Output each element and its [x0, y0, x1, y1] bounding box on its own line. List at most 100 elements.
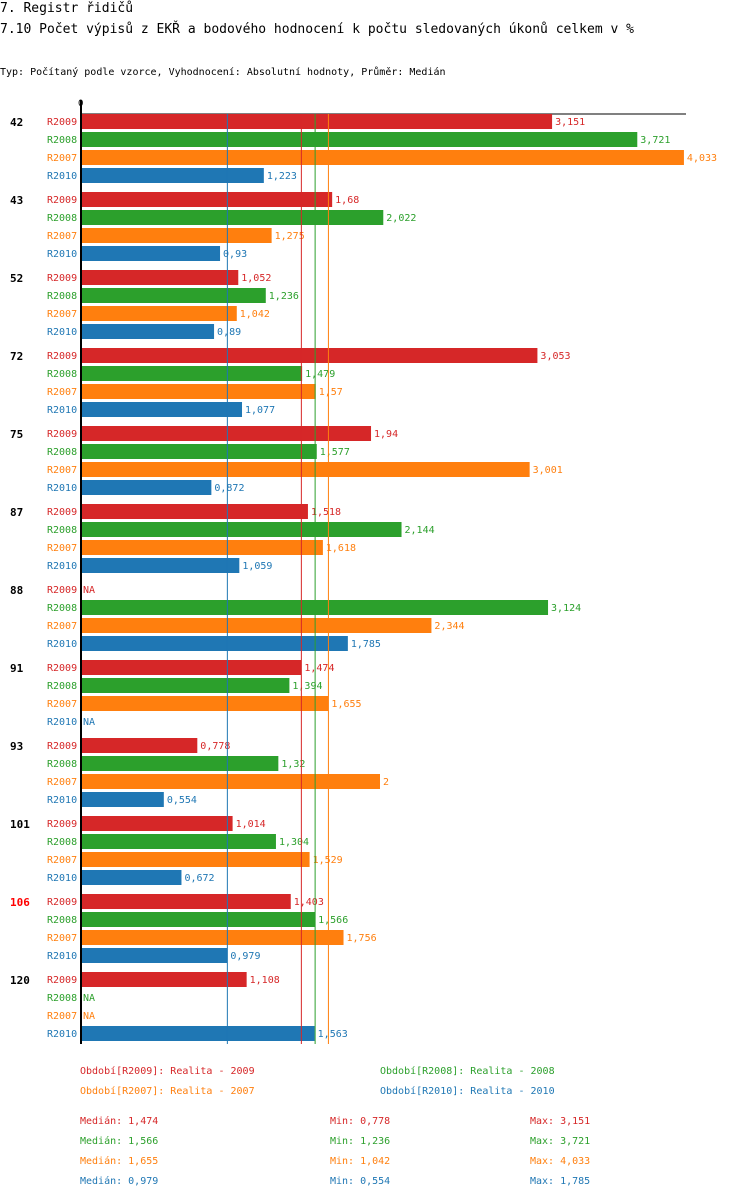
bar: [81, 150, 684, 165]
series-row-label: R2010: [47, 1029, 77, 1040]
bar: [81, 894, 291, 909]
series-row-label: R2009: [47, 663, 77, 674]
bar: [81, 912, 316, 927]
bar: [81, 852, 310, 867]
series-row-label: R2010: [47, 249, 77, 260]
data-label: 0,778: [200, 741, 230, 752]
data-label: 1,785: [351, 639, 381, 650]
data-label: NA: [83, 585, 95, 596]
series-row-label: R2009: [47, 429, 77, 440]
data-label: 3,151: [555, 117, 585, 128]
category-label: 91: [10, 662, 24, 675]
data-label: 1,479: [305, 369, 335, 380]
bar: [81, 384, 316, 399]
data-label: 3,721: [640, 135, 670, 146]
bar: [81, 426, 372, 441]
series-row-label: R2009: [47, 741, 77, 752]
bar: [81, 132, 638, 147]
data-label: 1,059: [242, 561, 272, 572]
data-label: 3,001: [533, 465, 563, 476]
series-row-label: R2010: [47, 483, 77, 494]
bar: [81, 738, 198, 753]
category-label: 43: [10, 194, 23, 207]
bar: [81, 192, 333, 207]
series-row-label: R2009: [47, 117, 77, 128]
data-label: 1,756: [347, 933, 377, 944]
series-row-label: R2008: [47, 291, 77, 302]
series-row-label: R2007: [47, 543, 77, 554]
series-row-label: R2010: [47, 951, 77, 962]
bar: [81, 540, 323, 555]
series-row-label: R2010: [47, 171, 77, 182]
series-row-label: R2008: [47, 759, 77, 770]
series-row-label: R2010: [47, 717, 77, 728]
data-label: 1,304: [279, 837, 309, 848]
bar: [81, 972, 247, 987]
data-label: 2,344: [434, 621, 464, 632]
stat-min-r2010: Min: 0,554: [330, 1176, 391, 1187]
data-label: 1,394: [292, 681, 322, 692]
bar: [81, 306, 237, 321]
stat-min-r2008: Min: 1,236: [330, 1136, 391, 1147]
bar: [81, 444, 317, 459]
category-label: 42: [10, 116, 23, 129]
data-label: 1,563: [318, 1029, 348, 1040]
series-row-label: R2009: [47, 585, 77, 596]
bar: [81, 504, 308, 519]
data-label: 1,518: [311, 507, 341, 518]
bar: [81, 288, 266, 303]
stat-min-r2009: Min: 0,778: [330, 1116, 391, 1127]
category-label: 101: [10, 818, 30, 831]
data-label: 1,618: [326, 543, 356, 554]
bar: [81, 678, 290, 693]
bar: [81, 324, 215, 339]
data-label: 2,022: [386, 213, 416, 224]
category-label: 75: [10, 428, 23, 441]
category-label: 120: [10, 974, 30, 987]
bar: [81, 660, 302, 675]
legend-r2009: Období[R2009]: Realita - 2009: [80, 1066, 255, 1077]
data-label: 1,042: [240, 309, 270, 320]
data-label: 3,053: [540, 351, 570, 362]
series-row-label: R2008: [47, 915, 77, 926]
data-label: 4,033: [687, 153, 717, 164]
data-label: 1,077: [245, 405, 275, 416]
category-label: 93: [10, 740, 23, 753]
data-label: 1,223: [267, 171, 297, 182]
data-label: NA: [83, 717, 95, 728]
bar: [81, 816, 233, 831]
bar: [81, 228, 272, 243]
stat-max-r2010: Max: 1,785: [530, 1176, 591, 1187]
data-label: 2,144: [405, 525, 435, 536]
data-label: 1,94: [374, 429, 398, 440]
bar: [81, 774, 380, 789]
series-row-label: R2010: [47, 639, 77, 650]
series-row-label: R2007: [47, 777, 77, 788]
data-label: 0,672: [184, 873, 214, 884]
stat-max-r2007: Max: 4,033: [530, 1156, 591, 1167]
data-label: 1,014: [236, 819, 266, 830]
series-row-label: R2007: [47, 153, 77, 164]
data-label: 1,32: [281, 759, 305, 770]
data-label: 1,655: [331, 699, 361, 710]
category-label: 88: [10, 584, 23, 597]
series-row-label: R2010: [47, 873, 77, 884]
category-label: 52: [10, 272, 23, 285]
bar: [81, 402, 243, 417]
stat-median-r2008: Medián: 1,566: [80, 1136, 159, 1147]
category-label: 72: [10, 350, 23, 363]
category-label: 87: [10, 506, 23, 519]
stat-max-r2008: Max: 3,721: [530, 1136, 591, 1147]
series-row-label: R2008: [47, 135, 77, 146]
legend-r2007: Období[R2007]: Realita - 2007: [80, 1086, 255, 1097]
series-row-label: R2007: [47, 309, 77, 320]
bar: [81, 870, 182, 885]
bar: [81, 210, 384, 225]
series-row-label: R2007: [47, 933, 77, 944]
data-label: 0,872: [214, 483, 244, 494]
bar: [81, 522, 402, 537]
series-row-label: R2008: [47, 603, 77, 614]
data-label: 1,275: [275, 231, 305, 242]
bar: [81, 948, 228, 963]
